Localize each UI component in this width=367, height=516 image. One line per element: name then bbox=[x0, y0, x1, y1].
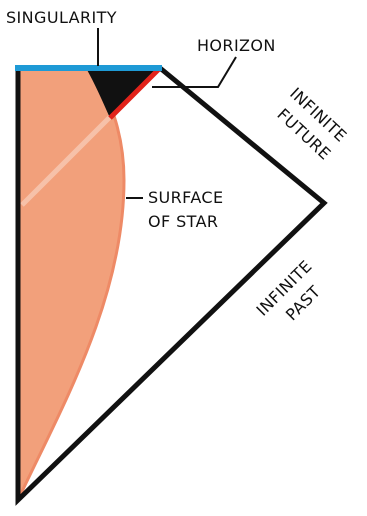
singularity-label: SINGULARITY bbox=[6, 8, 117, 27]
svg-text:INFINITE PAST: INFINITE PAST bbox=[253, 253, 337, 337]
diagram-outline bbox=[15, 66, 328, 506]
infinite-past-label: INFINITE PAST bbox=[253, 253, 337, 337]
black-hole-region bbox=[86, 68, 160, 118]
light-ray-line bbox=[20, 111, 116, 207]
horizon-leader bbox=[152, 56, 237, 88]
svg-text:INFINITE FUTURE: INFINITE FUTURE bbox=[270, 84, 355, 167]
event-horizon-line bbox=[108, 66, 162, 120]
surface-of-star-label-line2: OF STAR bbox=[148, 212, 218, 231]
horizon-label: HORIZON bbox=[197, 36, 276, 55]
infinite-future-label: INFINITE FUTURE bbox=[270, 84, 355, 167]
star-region bbox=[18, 68, 124, 500]
surface-of-star-label: SURFACE OF STAR bbox=[148, 188, 229, 231]
surface-of-star-label-line1: SURFACE bbox=[148, 188, 223, 207]
